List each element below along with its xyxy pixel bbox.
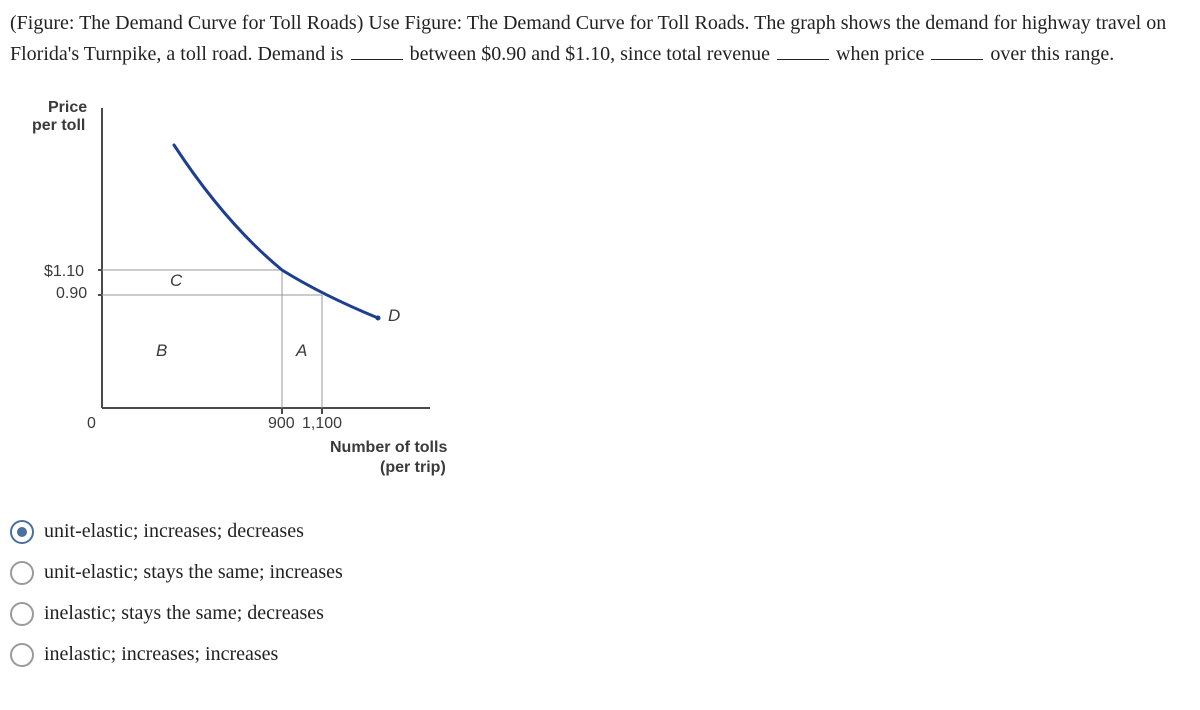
region-D: D bbox=[388, 306, 400, 325]
radio-icon[interactable] bbox=[10, 561, 34, 585]
ytick-110: $1.10 bbox=[44, 263, 84, 280]
ylabel-1: Price bbox=[48, 99, 87, 116]
origin-label: 0 bbox=[87, 415, 96, 432]
ylabel-2: per toll bbox=[32, 117, 85, 134]
q-part4: over this range. bbox=[985, 43, 1114, 65]
q-part3: when price bbox=[831, 43, 929, 65]
region-B: B bbox=[156, 341, 167, 360]
demand-curve-chart: Price per toll $1.10 0.90 0 900 1,100 Nu… bbox=[10, 88, 1190, 498]
option-0[interactable]: unit-elastic; increases; decreases bbox=[10, 516, 1190, 547]
xlabel-1: Number of tolls bbox=[330, 439, 447, 456]
radio-icon[interactable] bbox=[10, 602, 34, 626]
region-C: C bbox=[170, 271, 183, 290]
blank-2 bbox=[777, 39, 829, 60]
demand-curve bbox=[174, 145, 378, 318]
blank-3 bbox=[931, 39, 983, 60]
ytick-090: 0.90 bbox=[56, 285, 87, 302]
curve-end-dot bbox=[376, 316, 381, 321]
radio-icon[interactable] bbox=[10, 520, 34, 544]
answer-options: unit-elastic; increases; decreases unit-… bbox=[10, 516, 1190, 670]
xlabel-2: (per trip) bbox=[380, 459, 446, 476]
xtick-900: 900 bbox=[268, 415, 295, 432]
q-part2: between $0.90 and $1.10, since total rev… bbox=[405, 43, 775, 65]
option-label: inelastic; increases; increases bbox=[44, 639, 278, 670]
option-label: unit-elastic; stays the same; increases bbox=[44, 557, 343, 588]
xtick-1100: 1,100 bbox=[302, 415, 342, 432]
option-2[interactable]: inelastic; stays the same; decreases bbox=[10, 598, 1190, 629]
option-label: inelastic; stays the same; decreases bbox=[44, 598, 324, 629]
radio-icon[interactable] bbox=[10, 643, 34, 667]
option-label: unit-elastic; increases; decreases bbox=[44, 516, 304, 547]
region-A: A bbox=[295, 341, 307, 360]
question-text: (Figure: The Demand Curve for Toll Roads… bbox=[10, 8, 1190, 70]
blank-1 bbox=[351, 39, 403, 60]
option-1[interactable]: unit-elastic; stays the same; increases bbox=[10, 557, 1190, 588]
option-3[interactable]: inelastic; increases; increases bbox=[10, 639, 1190, 670]
